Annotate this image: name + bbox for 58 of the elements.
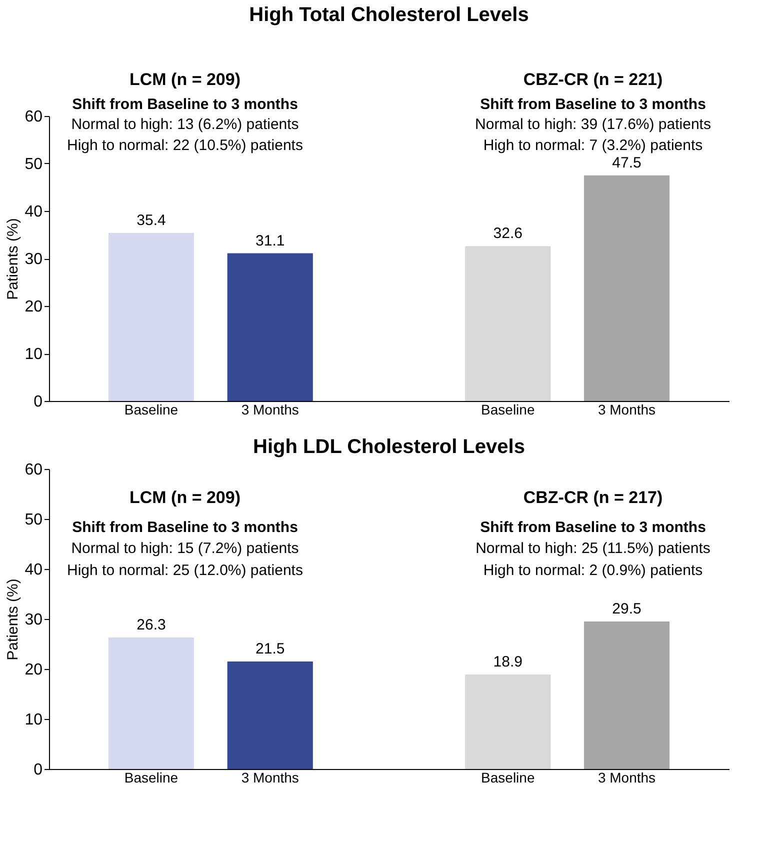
bar — [227, 662, 313, 769]
y-tick-label: 10 — [24, 712, 43, 728]
data-label: 18.9 — [493, 654, 522, 670]
y-tick-label: 30 — [24, 251, 43, 268]
data-label: 35.4 — [136, 212, 166, 229]
bar — [584, 175, 670, 401]
x-tick-label: Baseline — [481, 402, 535, 418]
bar — [227, 253, 313, 401]
x-tick-label: 3 Months — [241, 770, 299, 786]
y-tick-label: 40 — [24, 562, 43, 578]
data-label: 47.5 — [612, 154, 642, 172]
bar — [108, 638, 194, 769]
bar — [108, 232, 194, 401]
annotation: Shift from Baseline to 3 months — [72, 519, 298, 536]
data-label: 32.6 — [493, 225, 522, 242]
y-tick-label: 50 — [24, 512, 43, 528]
y-tick-label: 60 — [24, 462, 43, 478]
annotation: Shift from Baseline to 3 months — [480, 519, 706, 536]
annotation: Normal to high: 13 (6.2%) patients — [71, 116, 299, 133]
bar — [465, 674, 551, 769]
y-tick-label: 30 — [24, 612, 43, 628]
y-tick-label: 40 — [24, 204, 43, 220]
y-tick-label: 20 — [24, 298, 43, 316]
chart-title: High Total Cholesterol Levels — [249, 4, 529, 26]
x-tick-label: Baseline — [124, 402, 178, 418]
y-tick-label: 10 — [24, 346, 43, 363]
x-tick-label: 3 Months — [598, 770, 656, 786]
text: CBZ-CR (n = 221) — [523, 70, 663, 89]
annotation: High to normal: 7 (3.2%) patients — [483, 137, 703, 154]
annotation: High to normal: 25 (12.0%) patients — [67, 562, 303, 579]
y-tick-label: 0 — [34, 762, 43, 778]
y-axis-title: Patients (%) — [4, 578, 22, 660]
data-label: 26.3 — [136, 616, 166, 634]
x-tick-label: Baseline — [124, 770, 178, 786]
text: Shift from Baseline to 3 months — [480, 96, 706, 113]
y-tick-label: 20 — [24, 662, 43, 678]
data-label: 31.1 — [256, 232, 285, 250]
chart-title: High LDL Cholesterol Levels — [253, 436, 525, 458]
text: LCM (n = 209) — [130, 70, 240, 89]
data-label: 21.5 — [256, 640, 285, 658]
annotation: LCM (n = 209) — [130, 488, 240, 507]
annotation: Normal to high: 15 (7.2%) patients — [71, 540, 299, 557]
annotation: Normal to high: 39 (17.6%) patients — [475, 116, 711, 133]
x-tick-label: Baseline — [481, 770, 535, 786]
y-tick-label: 0 — [34, 394, 43, 410]
bar — [584, 622, 670, 769]
annotation: High to normal: 22 (10.5%) patients — [67, 137, 303, 154]
annotation: Normal to high: 25 (11.5%) patients — [476, 540, 710, 557]
data-label: 29.5 — [612, 600, 642, 618]
bar — [465, 246, 551, 401]
x-tick-label: 3 Months — [241, 402, 299, 418]
y-tick-label: 60 — [24, 108, 43, 126]
y-tick-label: 50 — [24, 156, 43, 173]
text: Shift from Baseline to 3 months — [72, 96, 298, 113]
annotation: High to normal: 2 (0.9%) patients — [483, 562, 703, 579]
annotation: CBZ-CR (n = 217) — [523, 488, 663, 507]
x-tick-label: 3 Months — [598, 402, 656, 418]
y-axis-title: Patients (%) — [4, 218, 22, 300]
